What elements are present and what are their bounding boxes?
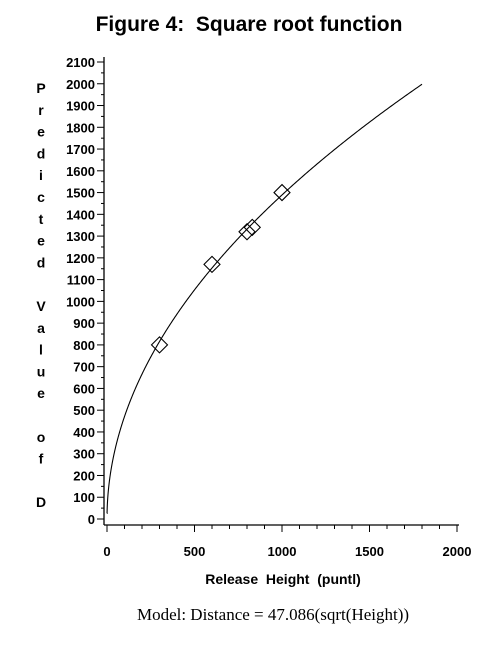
y-tick-label: 200 [73, 468, 95, 483]
fitted-curve [106, 83, 423, 514]
y-axis-title-char: e [37, 385, 45, 401]
y-axis-title-char: d [37, 254, 46, 270]
y-axis-title-char: l [39, 342, 43, 358]
y-axis-title-char: o [37, 429, 46, 445]
y-tick-label: 700 [73, 360, 95, 375]
y-axis-title-char: e [37, 233, 45, 249]
y-axis-title-char: V [36, 298, 46, 314]
y-axis-title-char: e [37, 124, 45, 140]
y-axis-title-char: t [39, 211, 44, 227]
y-axis-title-char: u [37, 363, 46, 379]
y-tick-label: 1500 [66, 186, 95, 201]
y-tick-label: 1200 [66, 251, 95, 266]
y-axis-ticks: 0 100 200 300 400 500 600 700 800 900 1000 1100 1200… [66, 55, 104, 527]
y-tick-label: 400 [73, 425, 95, 440]
y-tick-label: 1000 [66, 294, 95, 309]
x-tick-label: 0 [103, 544, 110, 559]
y-axis-title-char: r [38, 102, 44, 118]
y-axis-title-char: c [37, 189, 45, 205]
y-axis-title-char: d [37, 145, 46, 161]
model-caption: Model: Distance = 47.086(sqrt(Height)) [137, 605, 409, 624]
y-tick-label: 900 [73, 316, 95, 331]
y-tick-label: 1300 [66, 229, 95, 244]
y-axis-title-char: f [39, 451, 44, 467]
x-tick-label: 500 [184, 544, 206, 559]
y-tick-label: 1100 [67, 273, 95, 288]
y-tick-label: 1900 [66, 99, 95, 114]
plot-area: 0 100 200 300 400 500 600 700 800 900 1000 1100 1200… [66, 55, 471, 559]
series-layer [106, 83, 423, 514]
y-tick-label: 600 [73, 381, 95, 396]
x-tick-label: 1000 [268, 544, 297, 559]
y-tick-label: 500 [73, 403, 95, 418]
y-tick-label: 2000 [66, 77, 95, 92]
y-tick-label: 0 [88, 512, 95, 527]
x-axis-ticks: 0 500 1000 1500 2000 [103, 525, 471, 559]
data-point-diamond [150, 336, 169, 354]
y-tick-label: 800 [73, 338, 95, 353]
chart-title: Figure 4: Square root function [96, 13, 403, 36]
y-tick-label: 1600 [66, 164, 95, 179]
x-tick-label: 1500 [355, 544, 384, 559]
y-tick-label: 100 [73, 490, 95, 505]
x-tick-label: 2000 [443, 544, 472, 559]
y-tick-label: 300 [73, 447, 95, 462]
y-tick-label: 2100 [66, 55, 95, 70]
y-axis-title-char: D [36, 494, 46, 510]
y-axis-title-char: i [39, 167, 43, 183]
data-point-diamond [203, 255, 221, 274]
y-tick-label: 1800 [66, 120, 95, 135]
y-tick-label: 1400 [66, 207, 95, 222]
y-axis-title-char: a [37, 320, 45, 336]
data-point-diamond [273, 183, 291, 202]
data-point-diamond [243, 218, 262, 237]
data-point-diamond [238, 222, 256, 241]
y-axis-title-char: P [36, 80, 45, 96]
x-axis-title: Release Height (puntl) [205, 571, 361, 587]
y-tick-label: 1700 [66, 142, 95, 157]
